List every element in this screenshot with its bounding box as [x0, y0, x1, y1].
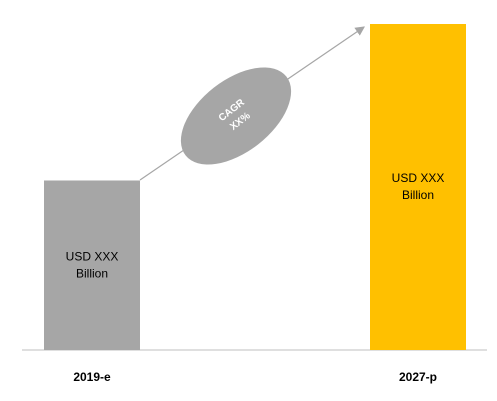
- bar-label: Billion: [76, 266, 108, 280]
- cagr-bubble: CAGR XX%: [180, 67, 292, 165]
- bar-label: USD XXX: [392, 171, 445, 185]
- bar-label: USD XXX: [66, 249, 119, 263]
- bar: [44, 180, 140, 350]
- bar-label: Billion: [402, 188, 434, 202]
- bar: [370, 24, 466, 350]
- x-tick-label: 2027-p: [399, 370, 437, 384]
- cagr-ellipse: [180, 67, 292, 165]
- x-tick-label: 2019-e: [73, 370, 111, 384]
